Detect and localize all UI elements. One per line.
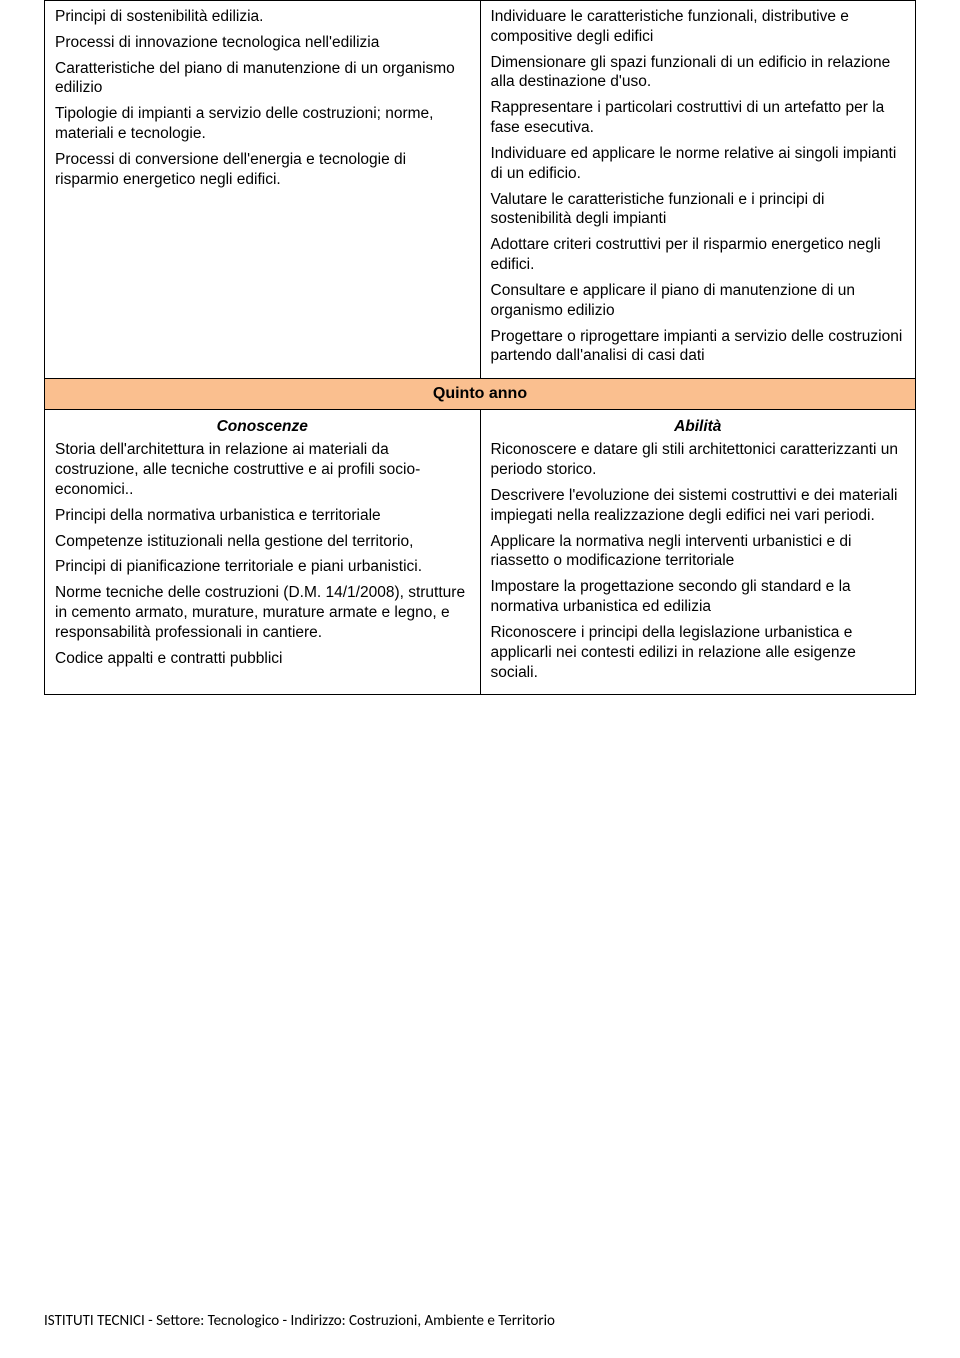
- paragraph: Impostare la progettazione secondo gli s…: [491, 577, 906, 617]
- column-heading-abilita: Abilità: [491, 418, 906, 436]
- content-table: Principi di sostenibilità edilizia. Proc…: [44, 0, 916, 695]
- paragraph: Rappresentare i particolari costruttivi …: [491, 98, 906, 138]
- paragraph: Progettare o riprogettare impianti a ser…: [491, 327, 906, 367]
- paragraph: Tipologie di impianti a servizio delle c…: [55, 104, 470, 144]
- cell-top-left: Principi di sostenibilità edilizia. Proc…: [45, 1, 481, 379]
- paragraph: Consultare e applicare il piano di manut…: [491, 281, 906, 321]
- cell-bottom-right: Abilità Riconoscere e datare gli stili a…: [480, 410, 916, 695]
- cell-bottom-left: Conoscenze Storia dell'architettura in r…: [45, 410, 481, 695]
- paragraph: Individuare le caratteristiche funzional…: [491, 7, 906, 47]
- cell-top-right: Individuare le caratteristiche funzional…: [480, 1, 916, 379]
- paragraph: Dimensionare gli spazi funzionali di un …: [491, 53, 906, 93]
- paragraph: Valutare le caratteristiche funzionali e…: [491, 190, 906, 230]
- paragraph: Descrivere l'evoluzione dei sistemi cost…: [491, 486, 906, 526]
- paragraph: Codice appalti e contratti pubblici: [55, 649, 470, 669]
- paragraph: Principi di sostenibilità edilizia.: [55, 7, 470, 27]
- paragraph: Applicare la normativa negli interventi …: [491, 532, 906, 572]
- paragraph: Competenze istituzionali nella gestione …: [55, 532, 470, 552]
- paragraph: Caratteristiche del piano di manutenzion…: [55, 59, 470, 99]
- paragraph: Storia dell'architettura in relazione ai…: [55, 440, 470, 499]
- paragraph: Riconoscere i principi della legislazion…: [491, 623, 906, 682]
- column-heading-conoscenze: Conoscenze: [55, 418, 470, 436]
- paragraph: Principi di pianificazione territoriale …: [55, 557, 470, 577]
- table-row: Quinto anno: [45, 379, 916, 410]
- paragraph: Adottare criteri costruttivi per il risp…: [491, 235, 906, 275]
- paragraph: Processi di innovazione tecnologica nell…: [55, 33, 470, 53]
- page-footer: ISTITUTI TECNICI - Settore: Tecnologico …: [44, 1312, 555, 1330]
- paragraph: Principi della normativa urbanistica e t…: [55, 506, 470, 526]
- paragraph: Processi di conversione dell'energia e t…: [55, 150, 470, 190]
- paragraph: Riconoscere e datare gli stili architett…: [491, 440, 906, 480]
- page: Principi di sostenibilità edilizia. Proc…: [0, 0, 960, 1358]
- table-row: Principi di sostenibilità edilizia. Proc…: [45, 1, 916, 379]
- section-banner: Quinto anno: [45, 379, 916, 410]
- paragraph: Individuare ed applicare le norme relati…: [491, 144, 906, 184]
- paragraph: Norme tecniche delle costruzioni (D.M. 1…: [55, 583, 470, 642]
- table-row: Conoscenze Storia dell'architettura in r…: [45, 410, 916, 695]
